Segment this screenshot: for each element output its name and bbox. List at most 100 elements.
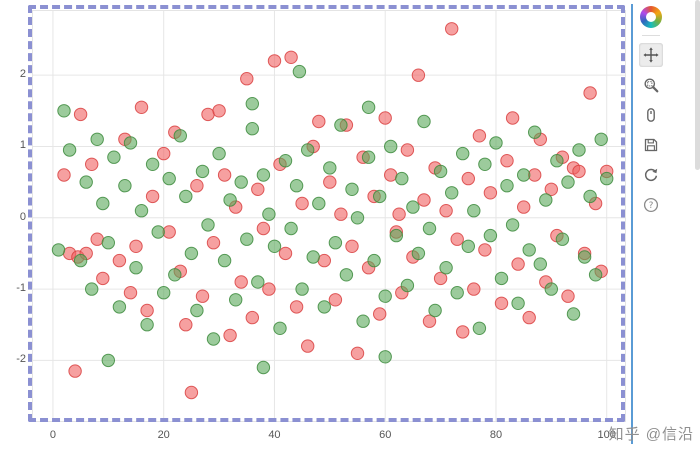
scatter-point-red [505,111,520,125]
scatter-point-red [450,232,464,246]
scatter-point-green [234,175,248,189]
scatter-point-green [406,200,420,214]
y-tick-label: 0 [19,210,26,223]
scatter-point-red [295,196,309,211]
scatter-point-red [483,186,498,200]
scatter-point-green [145,157,160,172]
scatter-point-red [301,339,315,353]
scatter-point-green [561,175,575,189]
scatter-point-red [201,107,215,122]
scatter-point-green [90,132,104,147]
scatter-point-green [544,282,558,296]
scatter-point-red [439,204,453,218]
scatter-point-red [245,310,260,325]
scatter-point-green [489,136,503,150]
svg-text:?: ? [649,201,654,211]
scatter-point-green [350,211,365,225]
scatter-point-green [472,321,487,335]
scatter-point-red [456,325,470,339]
page-scrollbar[interactable] [695,0,700,170]
scatter-point-red [262,282,276,296]
scatter-point-green [112,300,127,314]
scatter-point-red [572,164,586,179]
y-tick-label: -2 [16,353,26,366]
scatter-point-red [129,239,143,254]
scatter-point-green [367,253,381,268]
scatter-point-green [57,104,71,118]
scatter-point-green [433,164,448,179]
scatter-point-green [184,246,199,261]
scatter-point-green [118,179,132,193]
scatter-point-green [240,232,254,246]
scatter-point-red [511,257,525,271]
scatter-point-red [179,318,193,332]
scatter-point-green [217,253,232,268]
scatter-point-green [312,196,326,211]
scatter-point-green [162,171,176,186]
box-zoom-tool-button[interactable] [639,73,663,97]
scatter-point-red [267,54,282,68]
scatter-point-red [90,232,104,246]
pan-tool-button[interactable] [639,43,663,67]
scatter-point-green [577,250,592,264]
scatter-point-green [301,143,315,157]
save-tool-button[interactable] [639,133,663,157]
y-tick-label: 2 [19,68,26,81]
scatter-point-red [212,104,226,118]
reset-tool-button[interactable] [639,163,663,187]
scatter-point-green [555,232,570,246]
scatter-point-red [411,68,426,82]
scatter-point-green [323,161,337,175]
scatter-point-green [179,189,193,204]
scatter-point-green [328,236,343,250]
scatter-point-green [73,253,88,268]
scatter-point-red [422,314,437,328]
box-zoom-icon [644,78,659,93]
scatter-point-green [494,271,509,286]
scatter-point-green [539,193,553,207]
scatter-point-red [134,100,149,115]
scatter-point-green [289,179,304,193]
scatter-point-red [433,271,448,286]
scatter-point-red [251,182,265,197]
scatter-point-green [292,64,307,79]
bokeh-toolbar: ? [637,6,665,217]
toolbar-divider-line [631,4,633,444]
scatter-point-red [522,310,536,325]
scatter-point-green [195,164,210,179]
scatter-point-green [373,189,387,204]
scatter-point-green [550,154,564,168]
wheel-zoom-icon [647,108,655,122]
scatter-point-red [278,246,293,261]
scatter-point-green [566,307,581,321]
scatter-point-green [339,268,354,282]
scatter-point-green [306,250,320,264]
scatter-point-green [428,303,442,318]
scatter-point-green [378,350,392,364]
scatter-point-green [101,236,116,250]
scatter-point-green [79,175,93,189]
scatter-point-red [312,114,326,129]
scatter-plot[interactable] [32,10,626,422]
scatter-point-green [206,332,221,346]
scatter-point-green [96,196,110,211]
scatter-point-red [256,221,271,236]
wheel-zoom-tool-button[interactable] [639,103,663,127]
pan-icon [643,47,659,63]
scatter-point-green [256,168,271,182]
scatter-point-red [583,86,597,100]
scatter-point-red [240,71,254,86]
scatter-point-green [107,150,121,164]
x-tick-label: 40 [268,429,281,441]
scatter-point-green [295,282,309,296]
scatter-point-red [350,346,365,360]
help-tool-button[interactable]: ? [639,193,663,217]
scatter-point-red [445,22,459,36]
scatter-point-green [395,171,409,186]
x-tick-label: 100 [597,429,616,441]
bokeh-logo[interactable] [640,6,662,28]
scatter-point-green [168,268,182,282]
scatter-point-red [334,207,348,221]
scatter-point-red [289,300,304,314]
scatter-point-green [267,239,282,254]
